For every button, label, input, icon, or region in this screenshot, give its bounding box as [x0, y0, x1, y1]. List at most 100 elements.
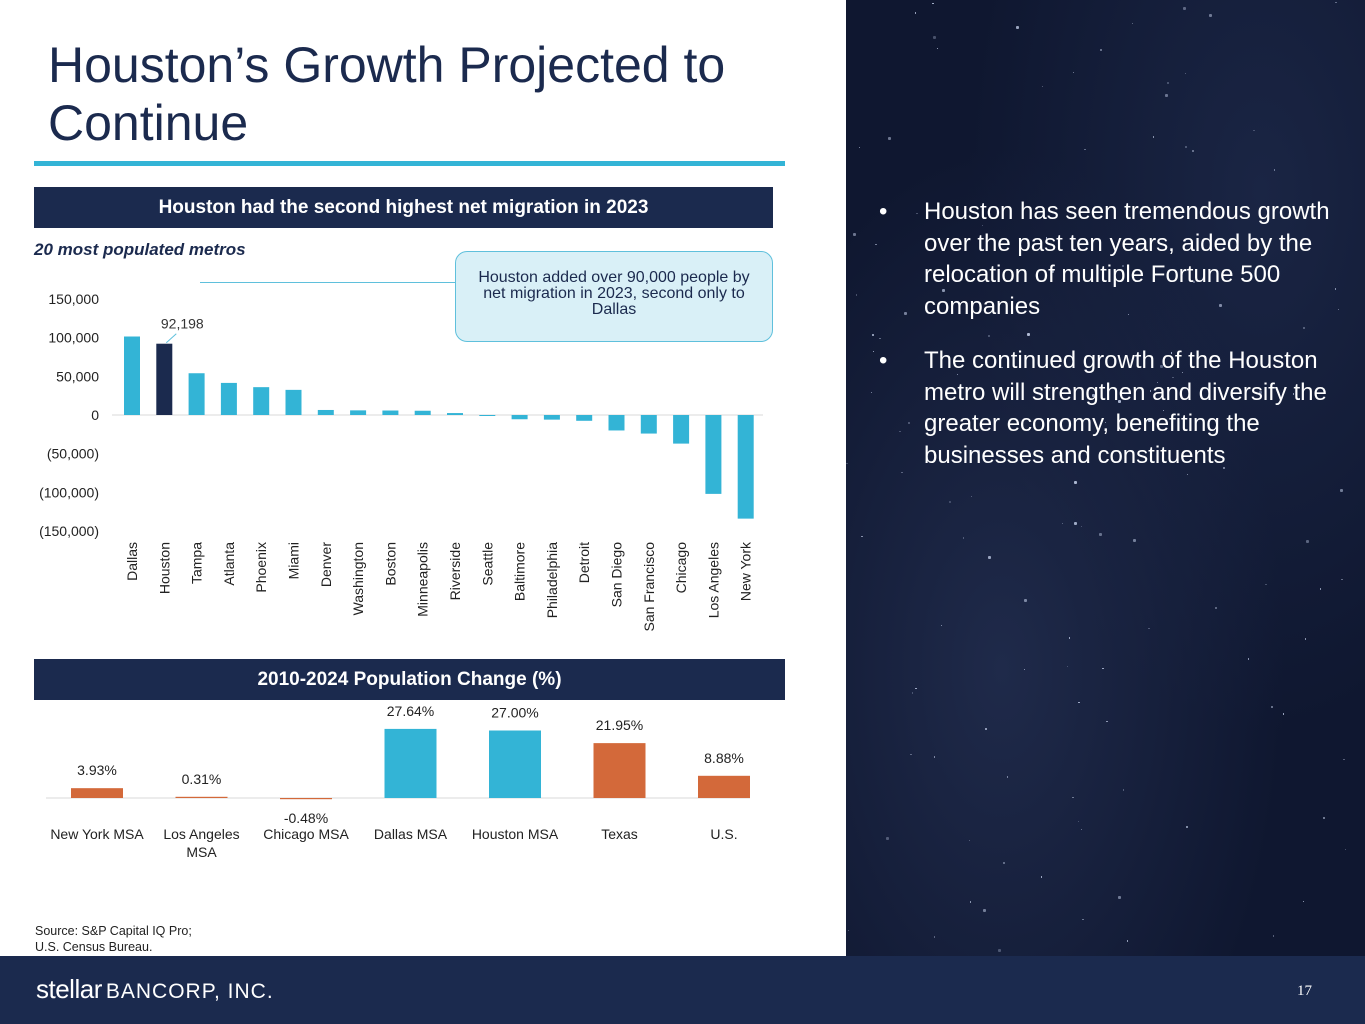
star-dot — [1192, 150, 1194, 152]
y-tick-label: 150,000 — [48, 291, 99, 307]
migration-bar-san-francisco — [640, 415, 657, 434]
migration-bar-houston — [156, 343, 173, 415]
star-dot — [1247, 658, 1250, 660]
callout-connector — [200, 282, 455, 283]
value-label: 8.88% — [704, 750, 744, 766]
migration-bar-washington — [350, 410, 367, 415]
star-dot — [1023, 668, 1026, 671]
star-dot — [983, 908, 987, 912]
star-dot — [1253, 129, 1255, 132]
x-tick-label: Detroit — [576, 542, 592, 583]
star-dot — [1098, 532, 1102, 536]
migration-bar-phoenix — [253, 387, 270, 415]
star-dot — [981, 224, 984, 227]
bullet-text: The continued growth of the Houston metr… — [924, 347, 1327, 469]
star-dot — [997, 948, 1001, 952]
x-tick-label: Seattle — [479, 542, 495, 586]
star-dot — [1132, 538, 1136, 542]
source-note: Source: S&P Capital IQ Pro; U.S. Census … — [35, 923, 192, 955]
star-dot — [1186, 826, 1188, 828]
star-dot — [1172, 376, 1174, 379]
population-bar-u-s- — [698, 775, 750, 798]
logo-word: stellar — [36, 974, 102, 1004]
star-dot — [916, 212, 918, 215]
star-dot — [1066, 665, 1069, 668]
footer-bar: stellar BANCORP, INC. 17 — [0, 956, 1365, 1024]
star-dot — [1292, 393, 1295, 395]
x-tick-label: Phoenix — [253, 542, 269, 593]
migration-bar-riverside — [447, 413, 463, 415]
star-dot — [970, 495, 973, 498]
star-dot — [846, 462, 848, 465]
x-tick-label: New York — [738, 541, 754, 601]
star-dot — [1160, 365, 1164, 369]
star-dot — [901, 471, 903, 474]
star-dot — [1068, 637, 1071, 639]
bullet-dot-icon: • — [879, 198, 888, 225]
star-dot — [1027, 332, 1031, 336]
star-dot — [1334, 288, 1337, 290]
population-bar-chicago-msa — [280, 798, 332, 800]
migration-bar-new-york — [737, 415, 754, 519]
migration-bar-chart: 150,000 100,000 50,000 0 (50,000) (100,000) (1… — [39, 291, 763, 631]
star-dot — [1092, 393, 1096, 397]
migration-bar-los-angeles — [705, 415, 722, 494]
star-dot — [1185, 146, 1187, 148]
star-dot — [1084, 148, 1086, 151]
star-dot — [969, 901, 972, 903]
star-dot — [875, 243, 877, 246]
category-label: Houston MSA — [472, 826, 559, 842]
star-dot — [915, 687, 917, 690]
star-dot — [1259, 391, 1263, 395]
category-label: Dallas MSA — [374, 826, 448, 842]
x-tick-label: Denver — [318, 542, 334, 587]
star-dot — [870, 391, 873, 394]
star-dot — [1215, 607, 1217, 609]
x-tick-label: Baltimore — [512, 542, 528, 601]
x-tick-label: San Diego — [609, 542, 625, 608]
category-label: Los Angeles MSA — [163, 826, 239, 860]
star-dot — [1074, 481, 1078, 485]
x-tick-label: Dallas — [124, 542, 140, 581]
migration-callout: Houston added over 90,000 people by net … — [455, 251, 773, 342]
star-dot — [932, 2, 934, 5]
migration-bar-philadelphia — [543, 415, 560, 420]
star-dot — [1265, 583, 1267, 586]
star-dot — [904, 311, 908, 315]
star-dot — [1045, 237, 1048, 239]
star-dot — [911, 692, 914, 694]
x-tick-label: Chicago — [673, 542, 689, 594]
star-dot — [1272, 935, 1275, 937]
star-dot — [1319, 588, 1322, 590]
y-tick-label: (150,000) — [39, 523, 99, 539]
category-label: Texas — [601, 826, 638, 842]
star-dot — [872, 334, 874, 336]
star-dot — [1184, 72, 1187, 75]
value-label: -0.48% — [284, 810, 328, 826]
population-bar-dallas-msa — [384, 728, 437, 798]
star-dot — [1152, 136, 1155, 138]
x-tick-label: Washington — [350, 542, 366, 615]
star-dot — [1304, 638, 1307, 640]
star-dot — [914, 12, 917, 14]
x-tick-label: Miami — [286, 542, 302, 579]
star-dot — [1100, 49, 1102, 51]
star-dot — [1323, 817, 1325, 819]
page-number: 17 — [1297, 983, 1312, 999]
star-dot — [1006, 776, 1009, 778]
star-dot — [855, 294, 858, 296]
star-dot — [1077, 820, 1080, 823]
star-dot — [1219, 303, 1223, 307]
star-dot — [1106, 720, 1108, 723]
star-dot — [888, 136, 892, 140]
star-dot — [1080, 828, 1083, 831]
migration-bar-chicago — [673, 415, 690, 444]
star-dot — [1041, 85, 1044, 88]
x-tick-label: Philadelphia — [544, 542, 560, 618]
x-tick-label: Riverside — [447, 542, 463, 601]
star-dot — [1082, 918, 1084, 921]
migration-bar-baltimore — [511, 415, 528, 420]
star-dot — [1102, 667, 1104, 670]
x-tick-label: Tampa — [189, 542, 205, 584]
star-dot — [879, 337, 881, 340]
